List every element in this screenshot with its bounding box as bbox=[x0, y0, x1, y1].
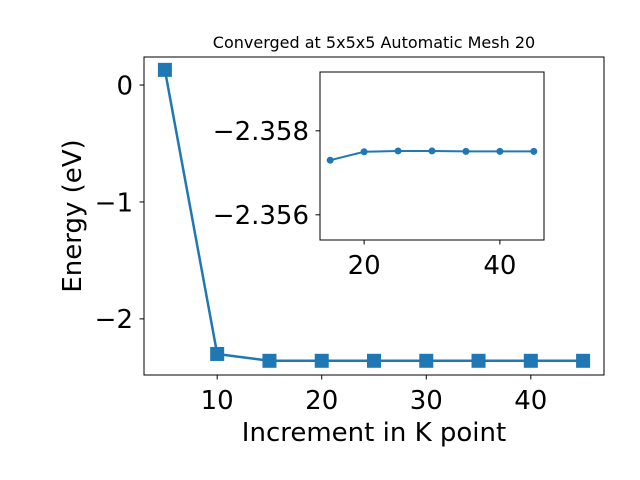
main-data-point bbox=[157, 62, 172, 77]
x-axis-label: Increment in K point bbox=[242, 418, 506, 448]
inset-y-ticks: −2.358 −2.356 bbox=[213, 117, 320, 231]
main-data-point bbox=[419, 353, 434, 368]
main-x-tick-label: 40 bbox=[514, 386, 547, 416]
inset-x-tick-label: 20 bbox=[348, 251, 381, 281]
inset-data-point bbox=[428, 147, 436, 155]
main-plot: 10 20 30 40 0 −1 −2 Converged at 5x5x5 Automa… bbox=[58, 33, 605, 448]
main-y-tick-label: −2 bbox=[95, 305, 133, 335]
main-data-point bbox=[210, 346, 225, 361]
main-y-tick-label: −1 bbox=[95, 188, 133, 218]
inset-series bbox=[326, 147, 538, 164]
inset-y-tick-label: −2.356 bbox=[213, 201, 309, 231]
main-data-point bbox=[314, 353, 329, 368]
main-x-tick-label: 30 bbox=[410, 386, 443, 416]
main-x-ticks: 10 20 30 40 bbox=[201, 375, 547, 416]
inset-axes-frame bbox=[319, 71, 545, 241]
inset-data-point bbox=[394, 147, 402, 155]
main-series bbox=[157, 62, 591, 368]
inset-x-tick-label: 40 bbox=[483, 251, 516, 281]
inset-y-tick-label: −2.358 bbox=[213, 117, 309, 147]
chart-title: Converged at 5x5x5 Automatic Mesh 20 bbox=[213, 33, 535, 52]
inset-x-ticks: 20 40 bbox=[348, 240, 516, 281]
main-x-tick-label: 10 bbox=[201, 386, 234, 416]
y-axis-label: Energy (eV) bbox=[58, 139, 88, 292]
main-data-point bbox=[576, 353, 591, 368]
main-data-point bbox=[262, 353, 277, 368]
main-data-point bbox=[523, 353, 538, 368]
inset-data-point bbox=[360, 148, 368, 156]
inset-background bbox=[320, 72, 544, 240]
main-y-ticks: 0 −1 −2 bbox=[95, 71, 144, 335]
main-data-point bbox=[471, 353, 486, 368]
main-data-point bbox=[367, 353, 381, 368]
main-axes-frame bbox=[143, 56, 605, 376]
inset-data-point bbox=[530, 147, 538, 155]
inset-plot: 20 40 −2.358−2.356 bbox=[213, 71, 545, 281]
inset-data-point bbox=[462, 147, 470, 155]
inset-data-point bbox=[326, 156, 334, 164]
inset-data-point bbox=[496, 147, 504, 155]
main-x-tick-label: 20 bbox=[305, 386, 338, 416]
main-y-tick-label: 0 bbox=[116, 71, 133, 101]
